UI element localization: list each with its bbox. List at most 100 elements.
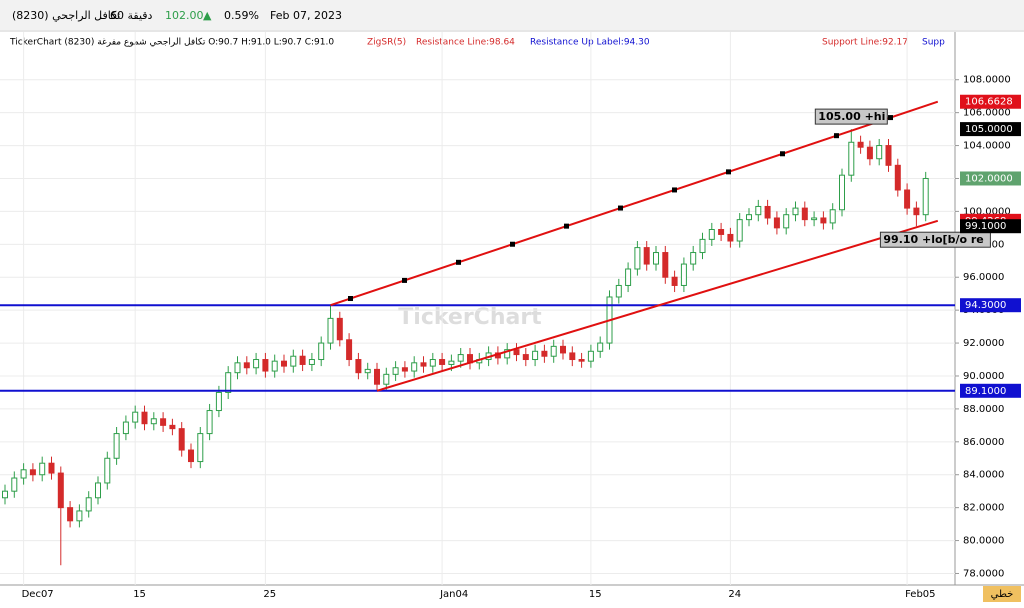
candle-body (885, 145, 892, 166)
candle-body (290, 355, 297, 367)
trend-handle (834, 133, 839, 139)
candle-body (820, 217, 827, 224)
candle-body (253, 359, 260, 369)
price-label-box (960, 122, 1021, 137)
candle-body (448, 360, 455, 365)
top-bar (0, 0, 1024, 30)
price-label: 105.0000 (965, 124, 1013, 135)
y-tick-label: 90.0000 (963, 371, 1004, 382)
candle-body (234, 362, 241, 374)
candle-body (215, 391, 222, 412)
candle-body (225, 372, 232, 393)
y-tick-label: 80.0000 (963, 536, 1004, 547)
plot (0, 32, 955, 585)
trend-handle (888, 115, 893, 121)
last-price: 102.00 (165, 9, 204, 22)
candle-body (411, 362, 418, 372)
price-label-box (960, 383, 1021, 398)
y-tick-label: 84.0000 (963, 470, 1004, 481)
candle-body (374, 368, 380, 385)
candle-body (550, 345, 557, 357)
trend-handle (672, 187, 677, 193)
y-tick-label: 78.0000 (963, 568, 1004, 579)
candle-body (383, 373, 390, 385)
candle-body (699, 238, 706, 254)
candle-body (708, 229, 715, 240)
candle-body (904, 189, 911, 209)
candle-body (578, 359, 585, 362)
x-tick-label: 15 (133, 589, 146, 600)
annotation-box (879, 231, 991, 248)
footer-button-label[interactable]: خطي (991, 589, 1014, 600)
trend-handle (780, 151, 785, 157)
candle-body (625, 268, 632, 286)
price-label-box (960, 219, 1021, 234)
candle-body (690, 252, 697, 265)
y-tick-label: 108.0000 (963, 75, 1011, 86)
candle-body (773, 217, 780, 229)
price-label: 106.6628 (965, 97, 1013, 108)
candle-body (48, 462, 55, 474)
candle-body (206, 410, 213, 435)
change: 0.59% (224, 9, 259, 22)
trend-handle (402, 277, 407, 283)
candle-body (29, 469, 36, 476)
candle-body (755, 205, 762, 216)
y-tick-label: 86.0000 (963, 437, 1004, 448)
footer-button[interactable] (983, 586, 1021, 602)
interval[interactable]: 60 دقيقة (110, 9, 153, 22)
candle-body (11, 477, 18, 492)
candle-body (662, 252, 669, 278)
candle-body (643, 247, 650, 265)
symbol: (8230) تكافل الراجحي (12, 9, 120, 22)
candle-body (597, 342, 604, 352)
candle-body (85, 497, 92, 512)
trend-handle (564, 223, 569, 229)
candle-body (160, 418, 167, 426)
legend-info: TickerChart تكافل الراجحي شموع مفرغة (82… (9, 38, 334, 48)
candle-body (169, 424, 176, 430)
candle-body (922, 177, 929, 216)
x-tick-label: 15 (589, 589, 602, 600)
candle-body (197, 433, 204, 463)
candle-body (318, 342, 325, 361)
trend-handle (348, 296, 353, 302)
x-tick-label: Dec07 (22, 589, 54, 600)
candle-body (513, 349, 520, 356)
annotation-label: 99.10 +lo[b/o re (883, 233, 983, 246)
candle-body (541, 350, 548, 357)
candle-body (20, 469, 27, 479)
indicator: ZigSR(5) (367, 38, 406, 48)
candle-body (401, 367, 408, 372)
candle-body (150, 418, 157, 425)
annotation-box (814, 108, 888, 125)
candle-body (122, 421, 129, 435)
price-label: 94.3000 (965, 300, 1006, 311)
candle-body (913, 207, 920, 216)
candle-body (792, 207, 799, 216)
trend-line (330, 100, 939, 307)
candle-body (76, 510, 83, 522)
change-arrow: ▲ (203, 9, 212, 22)
candle-body (866, 146, 873, 160)
candle-body (439, 359, 446, 365)
candle-body (336, 317, 343, 341)
candle-body (457, 354, 464, 362)
x-tick-label: 25 (263, 589, 276, 600)
y-tick-label: 100.0000 (963, 206, 1011, 217)
candle-body (783, 214, 790, 229)
candle-body (104, 457, 111, 484)
trend-handle (618, 205, 623, 211)
resistance: Resistance Line:98.64 (416, 38, 515, 48)
candle-body (243, 362, 250, 369)
candle-body (680, 263, 687, 286)
candle-body (188, 449, 194, 463)
candle-body (355, 359, 362, 374)
support-cut: Supp (922, 38, 945, 48)
candle-body (587, 350, 594, 362)
price-label-box (960, 171, 1021, 186)
candle-body (727, 233, 734, 242)
candle-body (392, 367, 399, 375)
date: Feb 07, 2023 (270, 9, 342, 22)
